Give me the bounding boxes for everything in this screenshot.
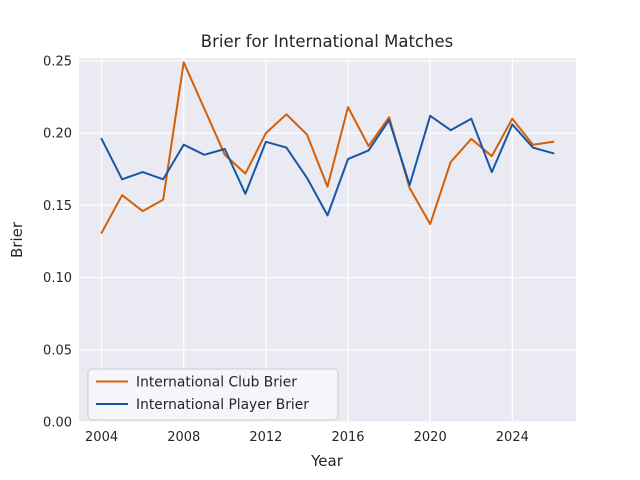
- y-tick-label: 0.20: [43, 127, 72, 142]
- x-tick-labels: 2004 2008 2012 2016 2020 2024: [85, 430, 529, 445]
- y-tick-label: 0.15: [43, 199, 72, 214]
- y-tick-label: 0.10: [43, 271, 72, 286]
- y-tick-label: 0.00: [43, 416, 72, 431]
- x-tick-label: 2008: [167, 430, 200, 445]
- x-tick-label: 2012: [249, 430, 282, 445]
- legend: International Club Brier International P…: [87, 368, 339, 421]
- legend-box: [87, 368, 339, 421]
- x-axis-label: Year: [310, 452, 344, 470]
- chart-title: Brier for International Matches: [201, 32, 453, 51]
- legend-player-label: International Player Brier: [136, 397, 309, 413]
- data-series: [100, 61, 555, 234]
- x-tick-label: 2004: [85, 430, 118, 445]
- player-brier-line: [100, 114, 555, 217]
- y-tick-label: 0.25: [43, 54, 72, 69]
- y-axis-label: Brier: [8, 221, 26, 258]
- y-tick-label: 0.05: [43, 343, 72, 358]
- legend-club-label: International Club Brier: [136, 375, 297, 391]
- x-tick-label: 2016: [331, 430, 364, 445]
- club-brier-line: [100, 61, 555, 234]
- x-tick-label: 2024: [496, 430, 529, 445]
- x-tick-label: 2020: [414, 430, 447, 445]
- plot-area: [79, 58, 576, 422]
- y-tick-labels: 0.00 0.05 0.10 0.15 0.20 0.25: [43, 54, 72, 430]
